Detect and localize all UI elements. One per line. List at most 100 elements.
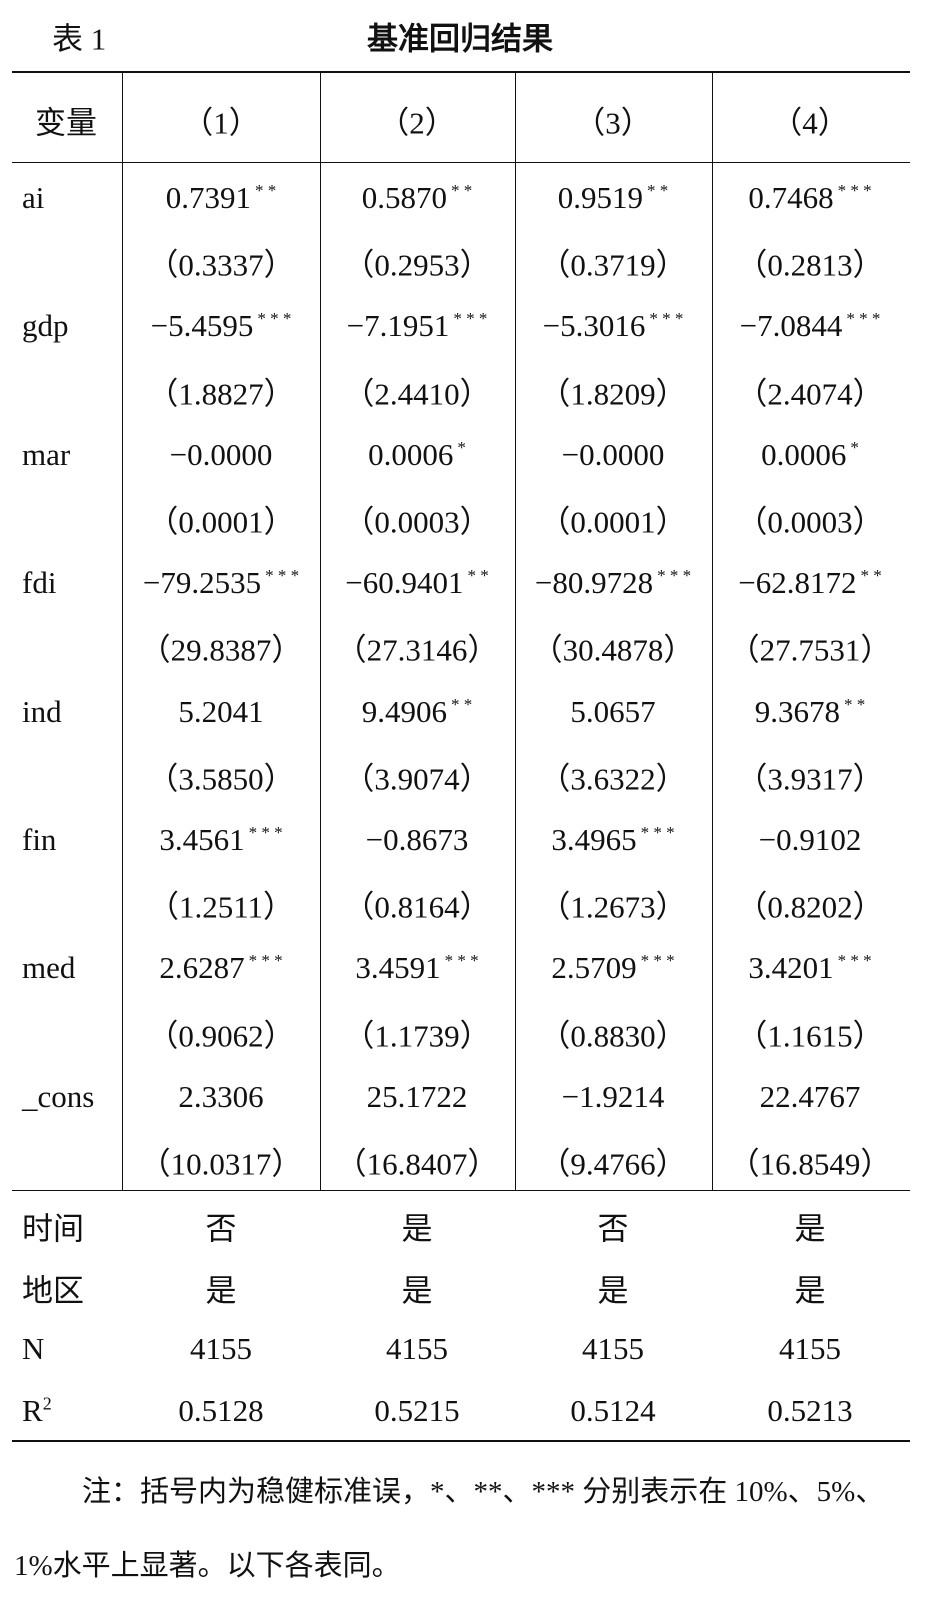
cell: （0.8202） bbox=[736, 882, 883, 927]
coefficient: （0.2953） bbox=[343, 247, 491, 283]
coefficient: −1.9214 bbox=[561, 1078, 665, 1114]
coefficient: （0.9062） bbox=[147, 1018, 295, 1054]
cell: 否 bbox=[597, 1211, 629, 1247]
significance: * * bbox=[451, 181, 473, 200]
cell: 否 bbox=[205, 1211, 237, 1247]
coefficient: 5.0657 bbox=[570, 693, 656, 729]
cell: 9.4906 * * bbox=[362, 694, 473, 730]
coefficient: （0.0003） bbox=[343, 504, 491, 540]
cell: −7.0844 * * * bbox=[740, 308, 881, 344]
row-label: mar bbox=[22, 436, 71, 472]
coefficient: （0.0003） bbox=[736, 504, 884, 540]
header-rule bbox=[12, 162, 910, 163]
cell: 0.5128 bbox=[178, 1392, 264, 1428]
coefficient: −62.8172 bbox=[738, 565, 857, 601]
row-label: 地区 bbox=[22, 1265, 84, 1310]
row-label: 时间 bbox=[22, 1204, 84, 1249]
coefficient: 3.4561 bbox=[159, 822, 245, 857]
cell: −1.9214 bbox=[562, 1079, 665, 1115]
coefficient: （3.5850） bbox=[147, 761, 295, 797]
significance: * * * bbox=[649, 309, 684, 329]
row-label: fin bbox=[22, 822, 57, 857]
coefficient: 0.7468 bbox=[748, 180, 834, 215]
label-text: R bbox=[22, 1392, 43, 1428]
coefficient: （1.8827） bbox=[147, 376, 295, 412]
cell: −62.8172 * * bbox=[738, 565, 881, 601]
coefficient: 0.0006 bbox=[761, 436, 847, 472]
cell: −79.2535 * * * bbox=[143, 565, 299, 601]
significance: * * * bbox=[248, 823, 283, 842]
cell: （9.4766） bbox=[539, 1139, 686, 1184]
cell: 5.0657 bbox=[570, 694, 655, 730]
coefficient: （3.9074） bbox=[343, 761, 491, 797]
cell: −0.0000 bbox=[562, 437, 665, 473]
label-text: N bbox=[22, 1331, 45, 1366]
coefficient: −5.3016 bbox=[542, 308, 646, 344]
coefficient: 5.2041 bbox=[178, 693, 264, 729]
cell: 0.0006 * bbox=[761, 437, 859, 473]
cell: 是 bbox=[794, 1273, 826, 1308]
row-label: ind bbox=[22, 693, 62, 729]
cell: 0.5213 bbox=[767, 1392, 853, 1428]
row-label: gdp bbox=[22, 308, 69, 344]
cell: 是 bbox=[401, 1211, 433, 1247]
label-text: 地区 bbox=[22, 1273, 84, 1308]
coefficient: 9.3678 bbox=[754, 693, 840, 729]
cell: （0.0003） bbox=[736, 497, 883, 542]
significance: * * * bbox=[640, 951, 675, 971]
coefficient: 0.9519 bbox=[557, 180, 643, 215]
coefficient: （0.0001） bbox=[147, 504, 295, 540]
significance: * bbox=[457, 437, 466, 457]
cell: 0.5870 * * bbox=[362, 180, 473, 216]
coefficient: （0.3337） bbox=[147, 247, 295, 283]
cell: 2.3306 bbox=[178, 1079, 263, 1115]
cell: −0.9102 bbox=[759, 822, 862, 858]
coefficient: （16.8549） bbox=[728, 1146, 892, 1182]
coefficient: （27.3146） bbox=[335, 632, 499, 668]
label-sup: 2 bbox=[42, 1393, 52, 1414]
cell: 22.4767 bbox=[760, 1079, 861, 1115]
row-label: med bbox=[22, 950, 76, 986]
cell: （16.8549） bbox=[729, 1139, 892, 1184]
cell: （1.2511） bbox=[148, 882, 294, 927]
cell: 0.7468 * * * bbox=[748, 180, 871, 216]
bottom-rule bbox=[12, 1440, 910, 1442]
significance: * * bbox=[647, 181, 669, 200]
cell: 0.0006 * bbox=[368, 437, 466, 473]
cell: 0.5215 bbox=[374, 1392, 460, 1428]
cell: （1.8827） bbox=[147, 368, 294, 413]
column-header: 变量 bbox=[35, 105, 97, 141]
coefficient: −0.9102 bbox=[758, 822, 862, 857]
significance: * * * bbox=[444, 951, 479, 971]
cell: 0.7391 * * bbox=[166, 180, 277, 216]
significance: * * * bbox=[657, 566, 692, 586]
coefficient: （1.8209） bbox=[539, 376, 687, 412]
coefficient: （29.8387） bbox=[139, 632, 303, 668]
coefficient: 0.0006 bbox=[368, 436, 454, 472]
cell: 是 bbox=[205, 1273, 237, 1308]
coefficient: −60.9401 bbox=[345, 565, 464, 601]
cell: （2.4074） bbox=[736, 368, 883, 413]
cell: （3.6322） bbox=[539, 753, 686, 798]
coefficient: 3.4591 bbox=[355, 950, 441, 986]
coefficient: （0.8164） bbox=[343, 889, 491, 925]
coefficient: −0.0000 bbox=[169, 436, 273, 472]
significance: * * bbox=[844, 694, 866, 714]
cell: （16.8407） bbox=[336, 1139, 499, 1184]
cell: −5.4595 * * * bbox=[151, 308, 292, 344]
cell: （0.8830） bbox=[539, 1010, 686, 1055]
cell: （10.0317） bbox=[140, 1139, 303, 1184]
cell: −7.1951 * * * bbox=[347, 308, 488, 344]
cell: 4155 bbox=[190, 1331, 252, 1366]
cell: −5.3016 * * * bbox=[543, 308, 684, 344]
significance: * * bbox=[860, 566, 882, 586]
cell: 3.4965 * * * bbox=[551, 822, 674, 858]
col-rule bbox=[712, 72, 713, 1190]
coefficient: 0.5870 bbox=[361, 180, 447, 215]
cell: （0.0003） bbox=[343, 497, 490, 542]
significance: * * * bbox=[640, 823, 675, 842]
cell: （2.4410） bbox=[343, 368, 490, 413]
cell: 4155 bbox=[386, 1331, 448, 1366]
coefficient: （2.4074） bbox=[736, 376, 884, 412]
